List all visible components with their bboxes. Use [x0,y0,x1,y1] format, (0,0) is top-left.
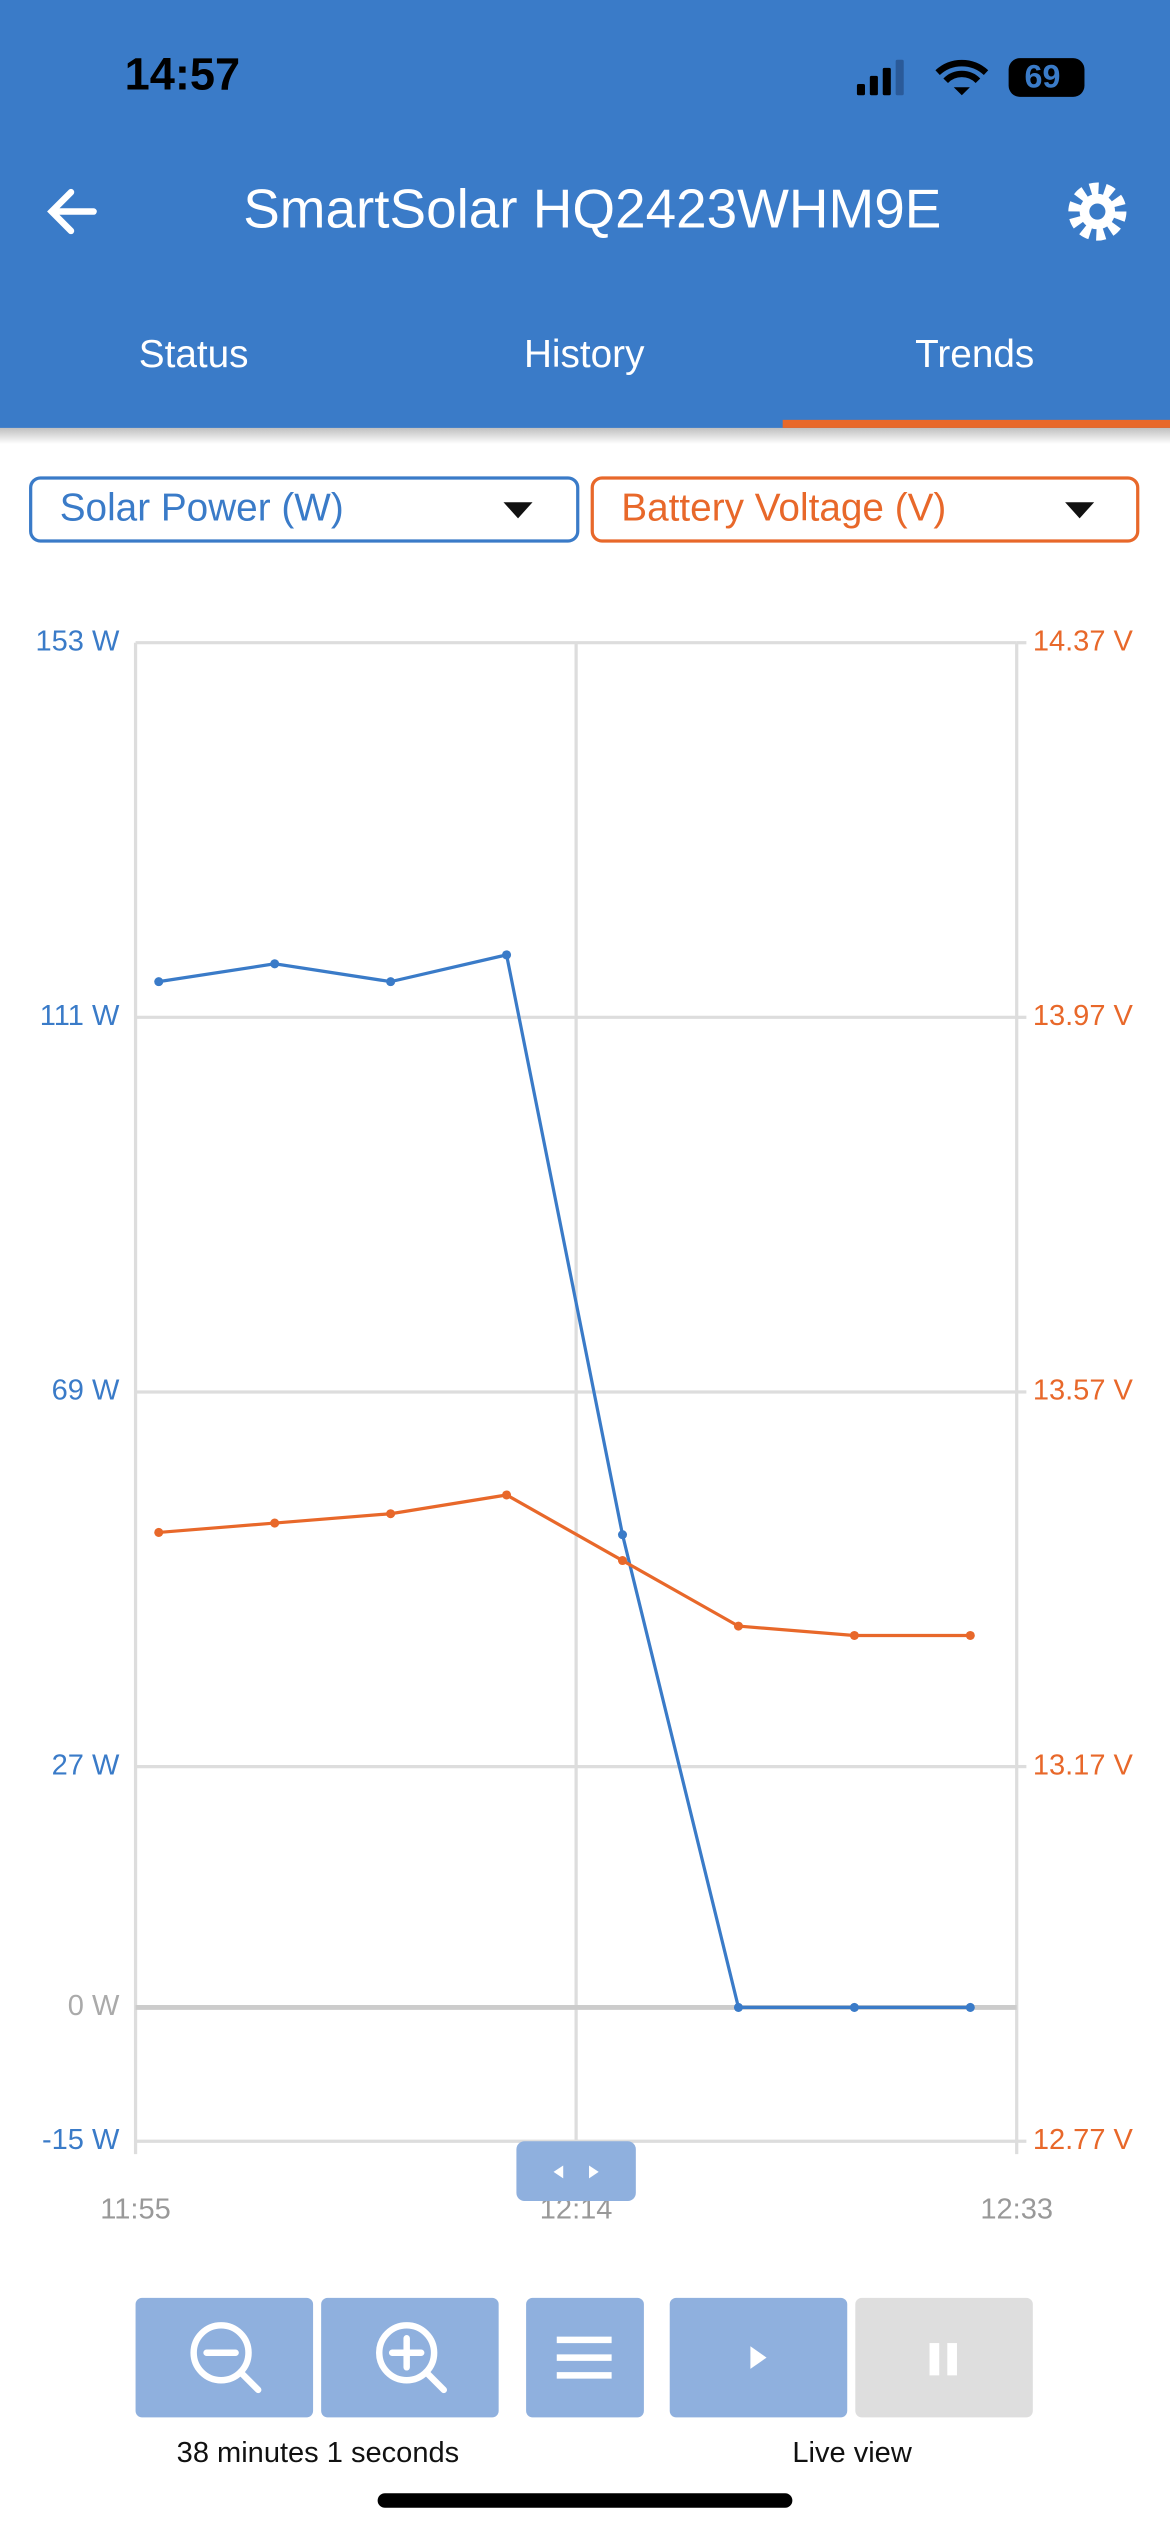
data-point [270,1518,280,1528]
data-point [154,1527,164,1537]
signal-icon [856,59,904,96]
tab[interactable]: History [524,333,645,376]
data-point [270,959,280,969]
zoom-out-button[interactable] [135,2297,314,2418]
y-tick-label: 0 W [68,1990,120,2022]
battery-level: 69 [1025,59,1061,95]
y2-tick-label: 13.57 V [1033,1375,1134,1407]
data-point [617,1530,628,1540]
y2-tick-label: 13.97 V [1033,1000,1134,1032]
scroll-handle[interactable] [516,2141,636,2201]
data-point [386,1509,396,1519]
y-tick-label: 27 W [52,1749,120,1781]
data-point [154,977,164,987]
y-tick-label: 111 W [40,1000,120,1032]
home-indicator [377,2493,793,2508]
selector-right[interactable] [590,476,1140,543]
device-title: SmartSolar HQ2423WHM9E [243,178,941,240]
data-point [502,950,512,960]
wifi-dot [953,87,970,96]
y2-tick-label: 12.77 V [1033,2124,1134,2156]
data-point [502,1490,512,1500]
data-point [733,1621,743,1631]
series-line [158,952,971,2010]
x-tick-label: 11:55 [100,2193,171,2225]
data-point [733,2002,743,2012]
data-point [386,977,396,987]
data-point [965,2002,975,2012]
settings-button[interactable] [1068,182,1127,241]
y-tick-label: 153 W [35,625,120,657]
battery-icon [1008,58,1085,97]
wifi-icon [935,59,989,84]
app-header [0,0,1170,428]
x-tick-label: 12:33 [980,2193,1053,2225]
selector-left[interactable] [29,476,580,543]
y-tick-label: 69 W [52,1375,120,1407]
selector-label: Battery Voltage (V) [621,487,946,530]
header-shadow [0,427,1170,445]
zoom-in-button[interactable] [321,2297,499,2418]
tab-indicator [782,419,1170,428]
pause-button[interactable] [855,2297,1033,2418]
menu-button[interactable] [526,2297,644,2418]
selector-label: Solar Power (W) [60,487,344,530]
data-point [965,1630,975,1640]
tab[interactable]: Status [139,333,249,376]
back-button[interactable] [47,188,97,235]
live-label: Live view [792,2437,912,2469]
data-point [617,1556,628,1566]
data-point [849,1630,859,1640]
data-point [849,2002,859,2012]
play-button[interactable] [669,2297,848,2418]
tab-active[interactable]: Trends [915,333,1034,376]
series-line [158,1493,971,1638]
y-tick-label: -15 W [42,2124,120,2156]
y2-tick-label: 14.37 V [1033,625,1134,657]
status-time: 14:57 [125,48,241,99]
duration-label: 38 minutes 1 seconds [177,2437,459,2469]
y2-tick-label: 13.17 V [1033,1749,1134,1781]
